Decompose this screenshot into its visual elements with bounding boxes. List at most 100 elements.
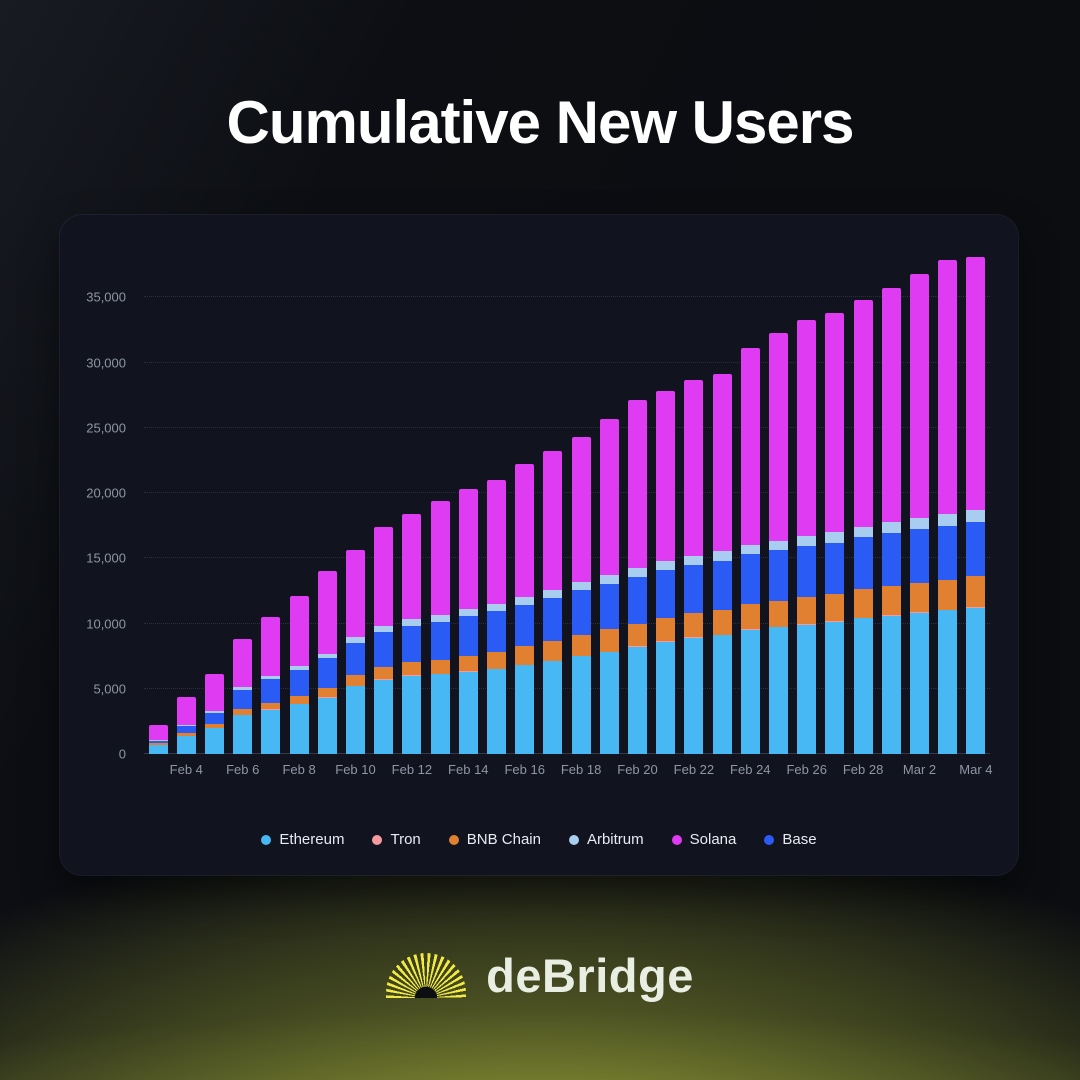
footer-brand: deBridge — [0, 948, 1080, 1003]
bar-segment-ethereum — [740, 630, 760, 754]
x-tick-label: Feb 26 — [786, 762, 827, 777]
bar-feb-15 — [486, 480, 507, 754]
bar-segment-arbitrum — [261, 676, 281, 680]
chart-card: 0 5,000 10,000 15,000 20,000 25,000 30,000 35,0… — [60, 215, 1018, 875]
bar-segment-solana — [797, 319, 817, 537]
legend-label: Solana — [689, 831, 737, 848]
bar-segment-solana — [458, 489, 478, 610]
bar-segment-tron — [966, 607, 986, 608]
bar-segment-bnb-chain — [938, 579, 958, 610]
bar-segment-solana — [684, 379, 704, 556]
bar-segment-base — [909, 529, 930, 583]
bar-segment-base — [430, 621, 450, 660]
bar-segment-arbitrum — [176, 725, 196, 727]
bar-segment-bnb-chain — [345, 675, 366, 686]
x-tick-label: Feb 14 — [448, 762, 489, 777]
bar-segment-base — [768, 550, 789, 601]
bar-feb-23 — [712, 374, 732, 754]
y-tick-label: 15,000 — [86, 550, 126, 566]
bar-segment-solana — [599, 418, 619, 576]
bar-segment-tron — [430, 673, 450, 675]
bar-segment-ethereum — [684, 637, 704, 754]
x-tick-label: Feb 18 — [560, 762, 602, 777]
bar-segment-tron — [712, 634, 732, 636]
legend-label: Ethereum — [279, 831, 345, 848]
bar-segment-base — [712, 560, 732, 610]
bar-segment-ethereum — [656, 641, 676, 754]
bar-feb-24 — [740, 348, 760, 754]
bar-segment-bnb-chain — [966, 576, 986, 608]
bar-segment-bnb-chain — [740, 603, 760, 630]
bar-segment-solana — [768, 332, 789, 541]
bar-segment-tron — [656, 641, 676, 642]
bar-segment-bnb-chain — [515, 646, 535, 665]
bar-feb-20 — [627, 400, 648, 754]
gridline — [144, 361, 990, 363]
bar-segment-tron — [938, 609, 958, 611]
bar-segment-bnb-chain — [712, 609, 732, 635]
bar-segment-ethereum — [571, 656, 591, 754]
bar-segment-bnb-chain — [204, 723, 225, 728]
bar-feb-9 — [317, 571, 337, 754]
legend-label: Tron — [390, 831, 421, 848]
bar-segment-solana — [909, 273, 930, 519]
legend-dot — [372, 834, 383, 845]
bar-segment-ethereum — [289, 704, 309, 754]
bar-segment-arbitrum — [797, 536, 817, 547]
bar-feb-4 — [176, 696, 196, 754]
bar-segment-base — [825, 542, 845, 595]
bar-segment-ethereum — [966, 607, 986, 754]
bar-segment-tron — [740, 629, 760, 631]
bar-segment-tron — [543, 660, 563, 662]
y-tick-label: 25,000 — [86, 420, 126, 436]
bar-segment-solana — [204, 674, 225, 712]
bar-segment-solana — [148, 725, 168, 741]
bar-segment-solana — [289, 596, 309, 667]
bar-feb-5 — [204, 674, 225, 754]
bar-segment-base — [374, 632, 394, 668]
bar-segment-solana — [261, 617, 281, 676]
bar-segment-solana — [543, 451, 563, 591]
x-tick-label: Feb 10 — [335, 762, 376, 777]
bar-segment-bnb-chain — [853, 589, 873, 618]
bar-segment-arbitrum — [430, 614, 450, 622]
bar-segment-base — [740, 554, 760, 604]
chart-legend: Ethereum Tron BNB Chain Arbitrum Solana Base — [60, 831, 1018, 848]
bar-segment-tron — [571, 655, 591, 657]
x-tick-label: Feb 24 — [730, 762, 771, 777]
gridline — [144, 687, 990, 689]
bar-segment-bnb-chain — [768, 600, 789, 627]
bar-segment-arbitrum — [656, 561, 676, 570]
bar-segment-solana — [176, 696, 196, 726]
gridline — [144, 492, 990, 494]
bar-segment-tron — [909, 612, 930, 614]
bar-segment-base — [853, 537, 873, 590]
bar-segment-arbitrum — [768, 540, 789, 551]
bar-segment-base — [204, 713, 225, 724]
bar-segment-base — [148, 740, 168, 744]
legend-dot — [261, 834, 272, 845]
bar-segment-tron — [684, 637, 704, 638]
bar-feb-28 — [853, 300, 873, 754]
bar-segment-ethereum — [515, 665, 535, 754]
bar-segment-solana — [627, 400, 648, 568]
legend-item-base: Base — [764, 831, 817, 848]
bar-segment-tron — [458, 671, 478, 672]
bar-segment-solana — [938, 259, 958, 515]
bar-segment-base — [543, 598, 563, 642]
gridline — [144, 426, 990, 428]
bar-segment-arbitrum — [204, 711, 225, 714]
bar-segment-base — [797, 546, 817, 598]
bar-segment-solana — [712, 374, 732, 552]
bar-segment-arbitrum — [571, 582, 591, 591]
bar-segment-arbitrum — [402, 619, 422, 626]
bar-feb-26 — [797, 319, 817, 754]
bar-segment-bnb-chain — [627, 623, 648, 647]
bar-segment-ethereum — [458, 671, 478, 754]
gridline — [144, 753, 990, 754]
bar-feb-25 — [768, 332, 789, 754]
bar-mar-1 — [881, 288, 901, 754]
brand-name: deBridge — [486, 949, 694, 1002]
bar-segment-ethereum — [261, 709, 281, 754]
